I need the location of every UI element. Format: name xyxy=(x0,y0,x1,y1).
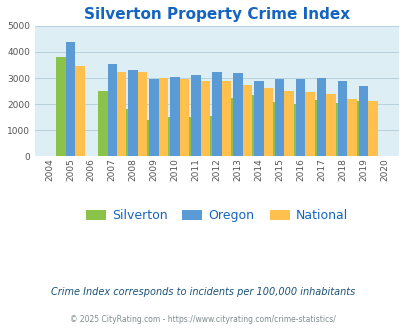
Bar xyxy=(244,94,254,156)
Bar xyxy=(307,100,316,156)
Bar xyxy=(202,116,212,156)
Bar xyxy=(295,79,305,156)
Bar xyxy=(107,64,117,156)
Bar xyxy=(286,104,295,156)
Bar xyxy=(98,91,107,156)
Bar xyxy=(265,102,274,156)
Bar xyxy=(117,72,126,156)
Bar xyxy=(170,77,179,156)
Bar xyxy=(75,66,84,156)
Bar xyxy=(191,75,200,156)
Bar xyxy=(223,98,232,156)
Bar xyxy=(328,103,337,156)
Bar xyxy=(140,120,149,156)
Bar xyxy=(200,81,210,156)
Bar xyxy=(358,86,367,156)
Bar xyxy=(284,91,293,156)
Legend: Silverton, Oregon, National: Silverton, Oregon, National xyxy=(81,204,352,227)
Text: © 2025 CityRating.com - https://www.cityrating.com/crime-statistics/: © 2025 CityRating.com - https://www.city… xyxy=(70,315,335,324)
Text: Crime Index corresponds to incidents per 100,000 inhabitants: Crime Index corresponds to incidents per… xyxy=(51,287,354,297)
Bar xyxy=(179,79,189,156)
Title: Silverton Property Crime Index: Silverton Property Crime Index xyxy=(84,7,349,22)
Bar xyxy=(242,85,252,156)
Bar xyxy=(232,73,242,156)
Bar xyxy=(128,70,138,156)
Bar xyxy=(149,79,158,156)
Bar xyxy=(138,72,147,156)
Bar xyxy=(263,88,272,156)
Bar xyxy=(160,117,170,156)
Bar xyxy=(181,117,191,156)
Bar xyxy=(212,72,221,156)
Bar xyxy=(158,78,168,156)
Bar xyxy=(367,101,377,156)
Bar xyxy=(56,57,66,156)
Bar xyxy=(221,82,230,156)
Bar xyxy=(66,42,75,156)
Bar xyxy=(305,92,314,156)
Bar xyxy=(119,110,128,156)
Bar xyxy=(316,78,326,156)
Bar xyxy=(254,81,263,156)
Bar xyxy=(274,79,284,156)
Bar xyxy=(337,81,346,156)
Bar xyxy=(348,101,358,156)
Bar xyxy=(346,99,356,156)
Bar xyxy=(326,94,335,156)
